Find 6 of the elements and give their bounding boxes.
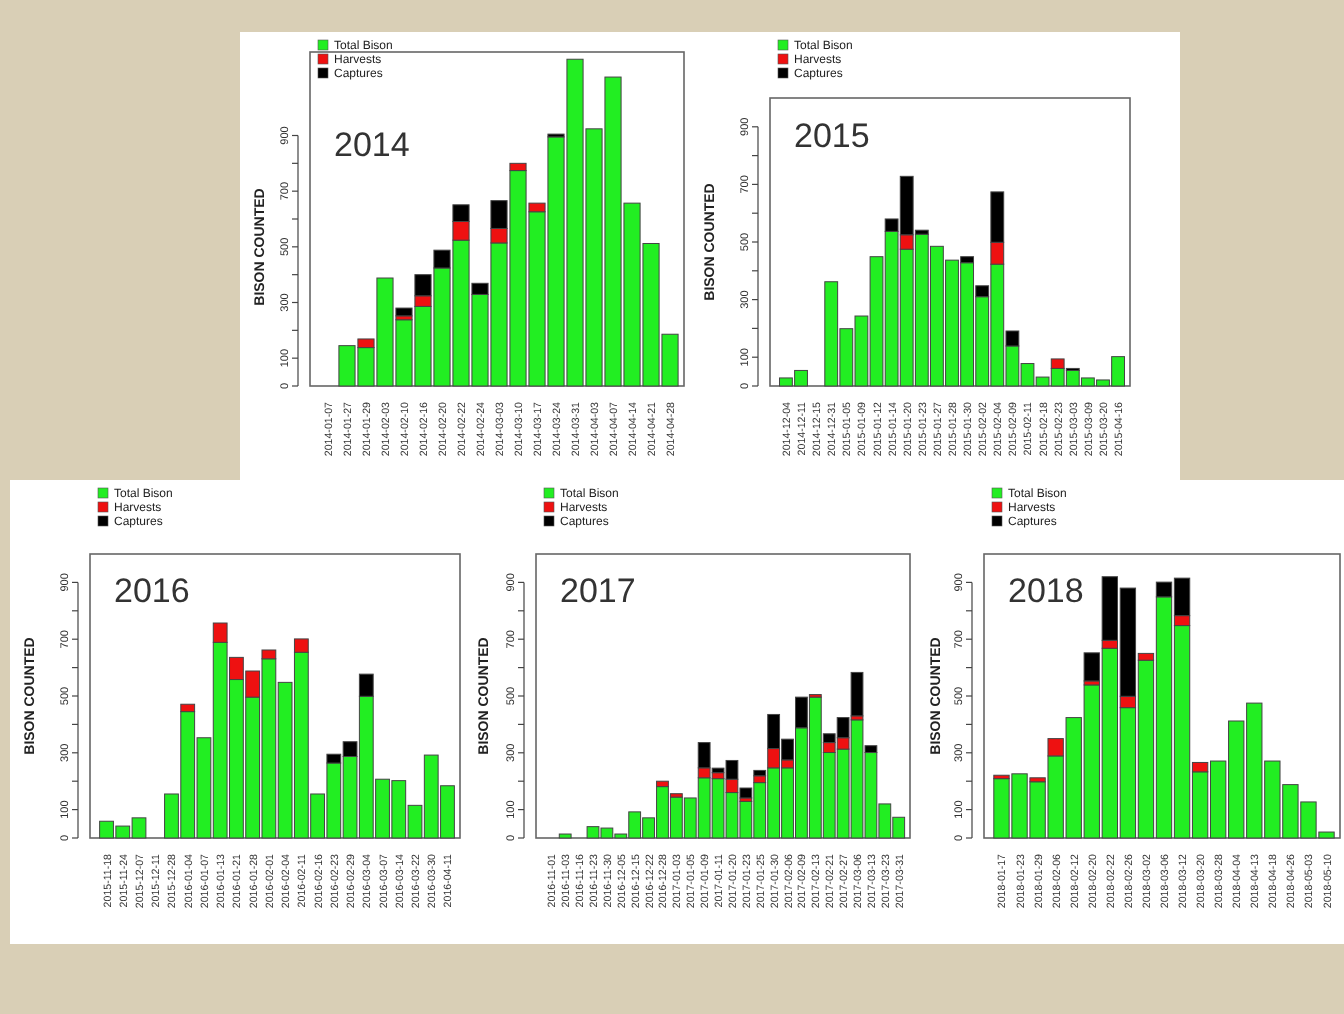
- text: 2018: [1008, 572, 1084, 611]
- text: 2015: [794, 116, 870, 155]
- text: 2016: [114, 572, 190, 611]
- bar: [850, 671, 864, 717]
- text: 2017: [560, 572, 636, 611]
- text: 2014: [334, 125, 410, 164]
